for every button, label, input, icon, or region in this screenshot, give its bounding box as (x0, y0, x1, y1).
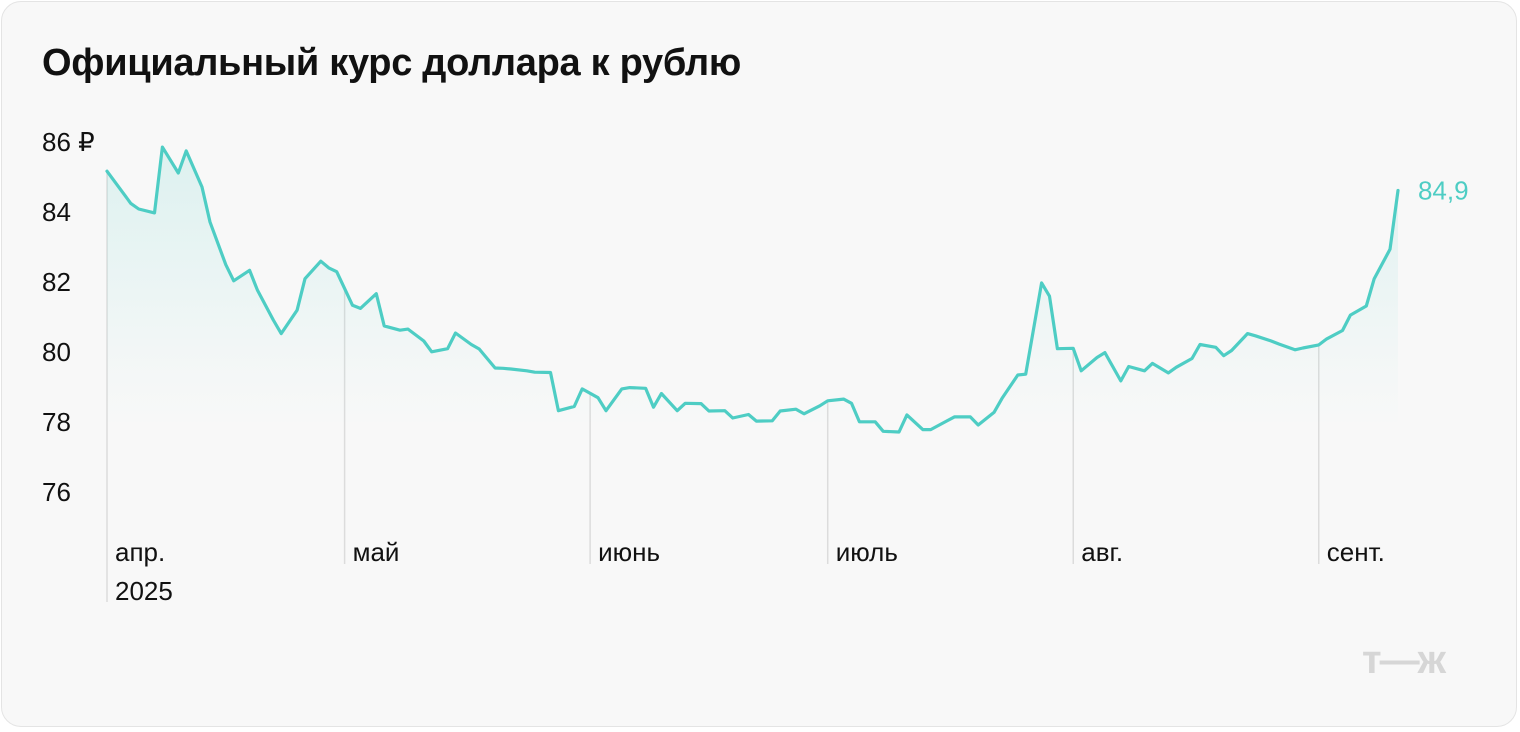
y-tick-label: 78 (42, 407, 71, 437)
x-axis: апр. 2025 май июнь июль авг. сент. (115, 537, 1385, 606)
x-tick-label: май (353, 537, 400, 567)
chart-title: Официальный курс доллара к рублю (42, 42, 742, 84)
y-axis: 86 ₽ 84 82 80 78 76 (42, 127, 95, 507)
x-tick-label: июль (836, 537, 898, 567)
x-tick-label: сент. (1327, 537, 1385, 567)
area-fill (107, 147, 1398, 432)
y-tick-label: 82 (42, 267, 71, 297)
x-tick-year-label: 2025 (115, 576, 173, 606)
y-tick-label: 86 ₽ (42, 127, 95, 157)
series-line-usd-rub (105, 145, 1400, 434)
y-tick-label: 76 (42, 477, 71, 507)
y-tick-label: 80 (42, 337, 71, 367)
tzh-logo: т—ж (1362, 638, 1446, 682)
last-value-label: 84,9 (1418, 176, 1469, 206)
x-tick-label: июнь (598, 537, 660, 567)
x-tick-label: апр. (115, 537, 165, 567)
x-tick-label: авг. (1081, 537, 1123, 567)
y-tick-label: 84 (42, 197, 71, 227)
